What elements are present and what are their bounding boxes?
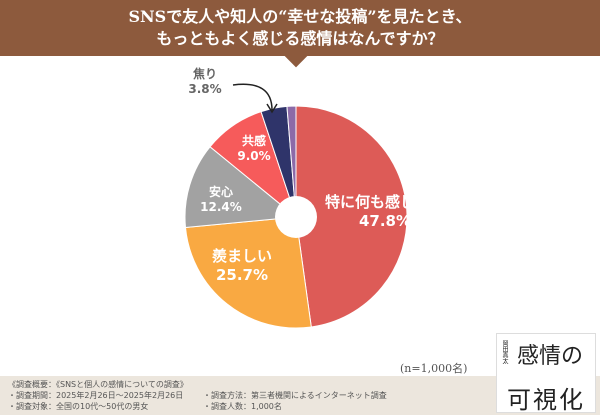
pie-slice-2 (184, 146, 298, 228)
label-relief: 安心 (209, 184, 233, 199)
value-impatience: 3.8% (188, 82, 221, 96)
value-nothing: 47.8% (359, 212, 411, 230)
book-title-top: 感情の (517, 344, 584, 369)
arrow-head-icon (266, 103, 278, 114)
value-empathy: 9.0% (237, 149, 270, 163)
sample-size: (n=1,000名) (400, 362, 468, 375)
survey-count: ・調査人数：1,000名 (203, 402, 282, 411)
value-envy: 25.7% (216, 266, 268, 284)
survey-period: ・調査期間：2025年2月26日～2025年2月26日 (8, 391, 184, 400)
survey-method: ・調査方法：第三者機関によるインターネット調査 (203, 391, 387, 400)
label-envy: 羨ましい (212, 247, 272, 265)
book-title-bottom: 可視化 (507, 386, 585, 414)
book-author: 岡田真太 (501, 340, 508, 364)
donut-hole (275, 196, 317, 238)
title-banner: SNSで友人や知人の“幸せな投稿”を見たとき、 もっともよく感じる感情はなんです… (0, 0, 600, 56)
pie-slice-5 (286, 105, 297, 218)
callout-arrow (232, 83, 273, 111)
value-relief: 12.4% (200, 200, 242, 214)
pie-slice-1 (184, 216, 312, 329)
label-impatience: 焦り (192, 66, 217, 81)
survey-target: ・調査対象：全国の10代～50代の男女 (8, 402, 149, 411)
pie-slice-0 (295, 105, 408, 328)
book-cover-logo: 岡田真太 感情の 可視化 (496, 333, 596, 414)
label-empathy: 共感 (242, 133, 266, 148)
title-line-1: SNSで友人や知人の“幸せな投稿”を見たとき、 (128, 7, 472, 26)
label-nothing: 特に何も感じない (325, 193, 445, 211)
title-line-2: もっともよく感じる感情はなんですか？ (156, 29, 444, 48)
overview-heading: 《調査概要：《SNSと個人の感情についての調査》 (8, 380, 188, 389)
